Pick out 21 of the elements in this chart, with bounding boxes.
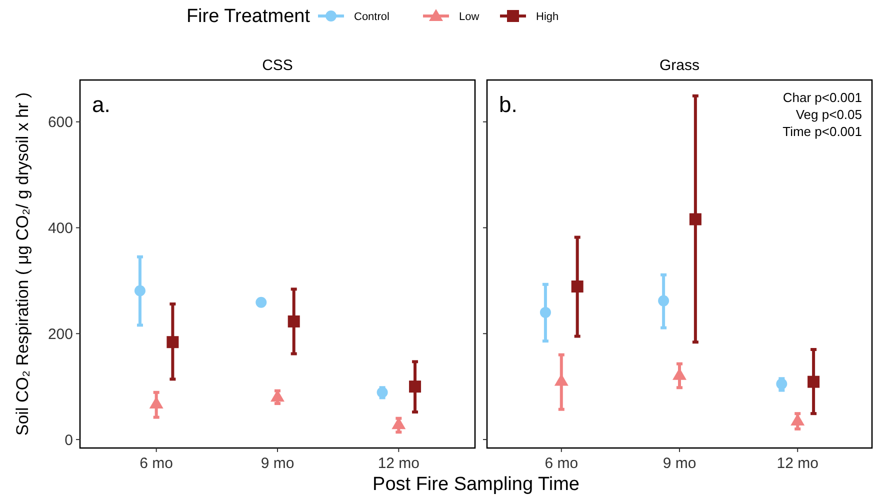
x-tick-label: 9 mo <box>662 455 696 472</box>
annotation: b. <box>499 92 518 117</box>
annotation: Char p<0.001 Veg p<0.05 Time p<0.001 <box>782 90 862 139</box>
chart-title: Grass <box>659 57 700 74</box>
y-tick-label: 0 <box>64 432 73 449</box>
x-tick-label: 6 mo <box>544 455 578 472</box>
x-tick-label: 9 mo <box>260 455 294 472</box>
y-tick-label: 600 <box>48 114 73 132</box>
legend-title: Fire Treatment <box>186 6 311 27</box>
legend-label: Low <box>459 11 480 23</box>
x-tick-label: 6 mo <box>140 455 174 472</box>
annotation: a. <box>92 92 110 117</box>
y-tick-label: 400 <box>48 220 73 237</box>
legend-label: High <box>536 11 559 23</box>
y-tick-label: 200 <box>48 326 73 343</box>
chart-title: CSS <box>262 57 293 74</box>
legend-label: Control <box>354 11 390 23</box>
x-axis-title: Post Fire Sampling Time <box>372 474 580 495</box>
x-tick-label: 12 mo <box>378 455 420 472</box>
y-axis-title: Soil CO₂ Respiration ( μg CO₂/ g drysoil x hr ) <box>13 92 32 436</box>
x-tick-label: 12 mo <box>776 455 818 472</box>
